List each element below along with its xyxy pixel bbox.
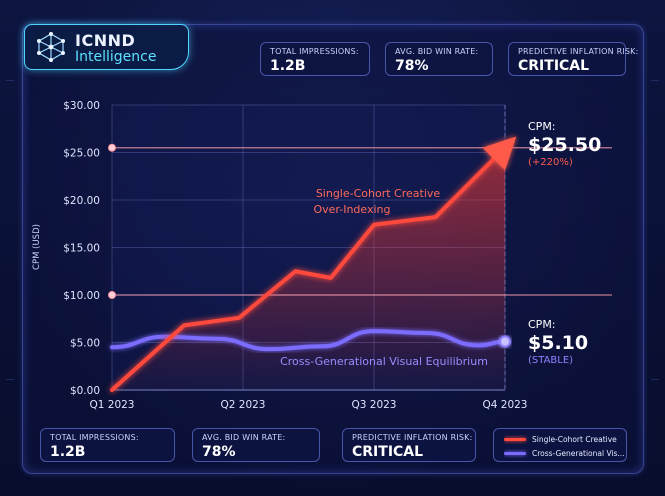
reference-marker [108,291,116,299]
red-cpm-value: $25.50 [528,134,601,156]
y-tick-label: $30.00 [63,100,100,112]
reference-marker [108,143,116,152]
circuit-trace-right [651,80,659,380]
blue-series-line [110,329,507,352]
x-tick-label: Q1 2023 [89,399,134,411]
kpi-label: AVG. BID WIN RATE: [395,47,479,56]
kpi-value: 78% [395,58,429,74]
red-series-annotation-line2: Over-Indexing [313,203,390,216]
x-tick-label: Q2 2023 [220,399,265,411]
kpi-value: 78% [202,444,236,460]
y-tick-label: $25.00 [63,148,100,160]
legend-swatch [504,438,526,441]
kpi-bid-win-rate-top: AVG. BID WIN RATE: 78% [385,42,493,76]
y-tick-label: $20.00 [63,195,100,207]
kpi-label: PREDICTIVE INFLATION RISK: [352,433,473,442]
red-cpm-label: CPM: [528,120,556,133]
dashboard-frame [22,24,644,474]
kpi-value: 1.2B [270,58,306,74]
blue-cpm-change: (STABLE) [528,355,573,366]
red-series-area [112,147,505,390]
kpi-label: AVG. BID WIN RATE: [202,433,286,442]
red-series-line [110,136,517,392]
y-tick-label: $15.00 [63,243,100,255]
kpi-value: CRITICAL [352,444,424,460]
red-series-annotation-line1: Single-Cohort Creative [316,187,441,200]
kpi-label: TOTAL IMPRESSIONS: [270,47,359,56]
kpi-inflation-risk-bottom: PREDICTIVE INFLATION RISK: CRITICAL [342,428,476,462]
x-tick-label: Q4 2023 [482,399,527,411]
legend-swatch [504,452,526,455]
circuit-trace-left [6,80,14,380]
kpi-label: PREDICTIVE INFLATION RISK: [518,47,639,56]
kpi-total-impressions-bottom: TOTAL IMPRESSIONS: 1.2B [40,428,175,462]
kpi-bid-win-rate-bottom: AVG. BID WIN RATE: 78% [192,428,320,462]
blue-cpm-label: CPM: [528,318,556,331]
x-tick-label: Q3 2023 [351,399,396,411]
blue-series-annotation: Cross-Generational Visual Equilibrium [280,355,488,368]
chart-legend: Single-Cohort Creative Cross-Generationa… [493,428,627,462]
kpi-value: 1.2B [50,444,86,460]
brand-subtitle: Intelligence [75,49,157,65]
kpi-inflation-risk-top: PREDICTIVE INFLATION RISK: CRITICAL [508,42,639,76]
y-tick-label: $5.00 [70,338,100,350]
legend-item-blue: Cross-Generational Vis... [504,449,624,458]
brand-name: ICNND [75,31,136,50]
y-axis-label: CPM (USD) [32,224,42,270]
y-tick-label: $0.00 [70,385,100,397]
legend-label: Cross-Generational Vis... [532,449,624,458]
brand-badge: ICNND Intelligence [24,24,189,70]
kpi-value: CRITICAL [518,58,590,74]
network-logo-icon [37,32,65,62]
red-cpm-change: (+220%) [528,157,573,168]
y-tick-label: $10.00 [63,290,100,302]
blue-series-endpoint [499,335,511,348]
blue-cpm-value: $5.10 [528,332,588,354]
legend-item-red: Single-Cohort Creative [504,435,624,444]
kpi-total-impressions-top: TOTAL IMPRESSIONS: 1.2B [260,42,370,76]
kpi-label: TOTAL IMPRESSIONS: [50,433,139,442]
legend-label: Single-Cohort Creative [532,435,617,444]
